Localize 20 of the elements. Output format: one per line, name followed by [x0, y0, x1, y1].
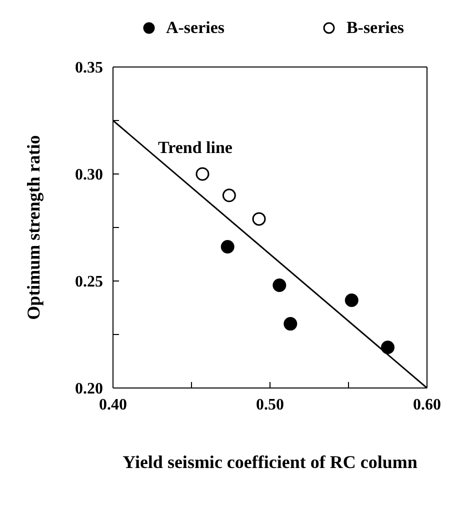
y-axis-title: Optimum strength ratio [23, 135, 44, 320]
y-tick-label: 0.30 [75, 166, 103, 184]
x-tick-label: 0.60 [413, 396, 441, 414]
point [220, 240, 234, 254]
x-tick-label: 0.40 [99, 396, 127, 414]
y-tick-label: 0.20 [75, 380, 103, 398]
x-tick-label: 0.50 [256, 396, 284, 414]
point [222, 188, 236, 202]
point [381, 340, 394, 354]
point [252, 212, 266, 226]
y-tick-label: 0.35 [75, 60, 103, 77]
point [196, 167, 210, 181]
legend-label: A-series [166, 18, 224, 38]
y-tick-label: 0.25 [75, 274, 103, 291]
point [272, 278, 286, 292]
legend-label: B-series [346, 18, 404, 38]
point [344, 294, 358, 308]
annotation: Trend line [158, 138, 232, 158]
x-axis-title: Yield seismic coefficient of RC column [122, 452, 418, 472]
point [284, 317, 298, 331]
